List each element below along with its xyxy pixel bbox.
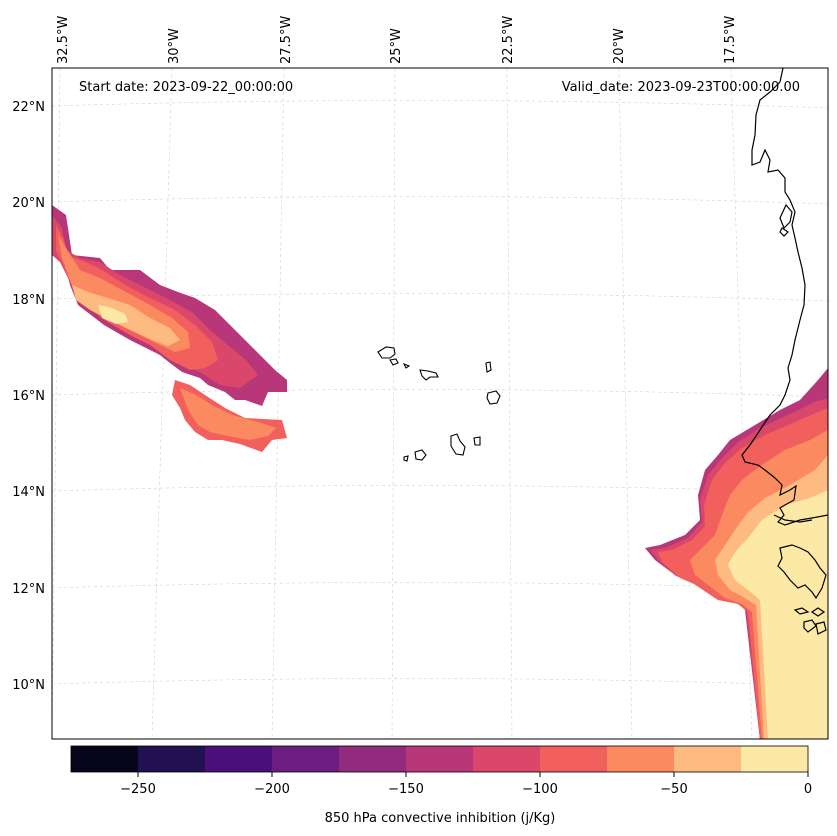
lat-label-14n: 14°N	[12, 485, 45, 500]
lat-label-16n: 16°N	[12, 389, 45, 404]
lon-label-30w: 30°W	[167, 28, 182, 64]
cbar-tick-label-m100: −100	[522, 782, 558, 797]
cbar-tick-label-m200: −200	[254, 782, 290, 797]
bijagos-islands	[793, 607, 827, 635]
colorbar-cell	[540, 746, 608, 772]
island-boa-vista	[486, 390, 501, 405]
colorbar: −250 −200 −150 −100 −50 0 850 hPa convec…	[70, 745, 812, 826]
lon-label-22-5w: 22.5°W	[501, 16, 516, 64]
parallel-22n	[52, 100, 828, 109]
cape-verde-islands	[377, 346, 501, 462]
island-santo-antao	[377, 346, 396, 359]
meridian-32-5w	[52, 68, 61, 739]
island-maio	[473, 436, 481, 446]
colorbar-cell	[205, 746, 273, 772]
lon-label-25w: 25°W	[389, 28, 404, 64]
island-sao-nicolau	[419, 369, 439, 381]
parallel-10n	[52, 678, 828, 687]
parallel-14n	[52, 485, 828, 494]
parallel-12n	[52, 582, 828, 591]
colorbar-cell	[741, 746, 809, 772]
coast-cape-segment	[773, 514, 813, 523]
cbar-tick-label-m150: −150	[388, 782, 424, 797]
cin-band-east-core	[728, 490, 828, 739]
africa-coastline	[741, 68, 828, 526]
cin-region-west	[52, 205, 287, 452]
meridian-20w	[618, 68, 633, 739]
meridian-27-5w	[271, 68, 285, 739]
island-santiago	[450, 433, 466, 456]
lon-label-27-5w: 27.5°W	[279, 16, 294, 64]
colorbar-cell	[272, 746, 340, 772]
island-santa-luzia	[402, 362, 411, 369]
colorbar-cell	[138, 746, 206, 772]
colorbar-cell	[406, 746, 474, 772]
latitude-labels: 22°N 20°N 18°N 16°N 14°N 12°N 10°N	[12, 100, 45, 693]
colorbar-cell	[71, 746, 139, 772]
coast-bay-inlet	[779, 203, 793, 230]
lat-label-12n: 12°N	[12, 582, 45, 597]
valid-date-label: Valid_date: 2023-09-23T00:00:00.00	[562, 80, 800, 95]
island-brava	[403, 455, 409, 462]
colorbar-tick-labels: −250 −200 −150 −100 −50 0	[120, 782, 812, 797]
cin-region-east	[645, 368, 828, 739]
coast-bay-inlet-2	[779, 227, 789, 237]
colorbar-label: 850 hPa convective inhibition (j/Kg)	[325, 811, 556, 826]
lat-label-10n: 10°N	[12, 678, 45, 693]
lon-label-32-5w: 32.5°W	[56, 16, 71, 64]
coastlines	[741, 68, 828, 635]
longitude-labels: 32.5°W 30°W 27.5°W 25°W 22.5°W 20°W 17.5…	[56, 16, 738, 64]
colorbar-ticks	[137, 772, 809, 777]
cin-band-west-pale	[72, 285, 180, 346]
lat-label-22n: 22°N	[12, 100, 45, 115]
map-area	[52, 68, 828, 739]
cin-band-west-core	[98, 305, 128, 324]
meridian-22-5w	[506, 68, 513, 739]
island-sao-vicente	[389, 358, 399, 366]
parallel-16n	[52, 389, 828, 398]
colorbar-cell	[607, 746, 675, 772]
meridian-30w	[151, 68, 173, 739]
lat-label-18n: 18°N	[12, 293, 45, 308]
start-date-label: Start date: 2023-09-22_00:00:00	[79, 80, 293, 95]
cbar-tick-label-m250: −250	[120, 782, 156, 797]
island-sal	[485, 361, 492, 373]
map-frame	[51, 67, 829, 740]
colorbar-cell	[339, 746, 407, 772]
colorbar-cells	[71, 746, 809, 772]
cbar-tick-label-m50: −50	[660, 782, 687, 797]
meridian-25w	[391, 68, 396, 739]
cbar-tick-label-0: 0	[804, 782, 812, 797]
parallel-20n	[52, 196, 828, 205]
cin-band-west-tail-light	[180, 388, 276, 440]
lat-label-20n: 20°N	[12, 196, 45, 211]
colorbar-cell	[473, 746, 541, 772]
coast-gambia	[777, 544, 827, 600]
lon-label-17-5w: 17.5°W	[723, 16, 738, 64]
island-fogo	[414, 449, 427, 461]
colorbar-cell	[674, 746, 742, 772]
lon-label-20w: 20°W	[612, 28, 627, 64]
colorbar-frame	[70, 745, 809, 773]
